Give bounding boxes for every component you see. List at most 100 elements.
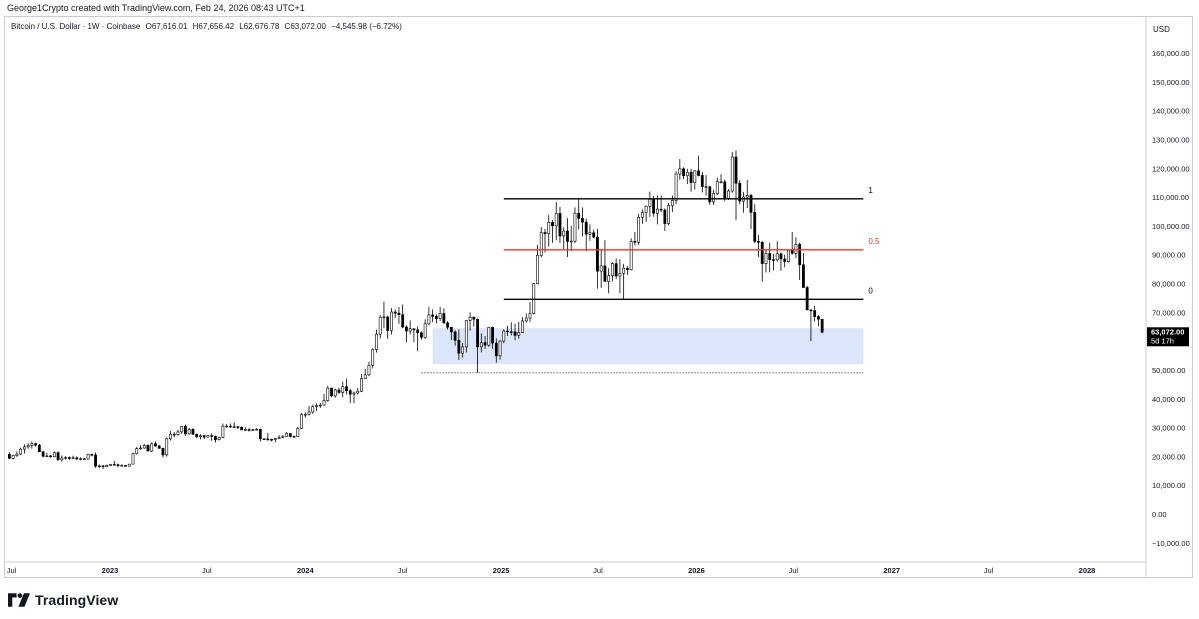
candle <box>378 315 382 339</box>
x-tick-label: Jul <box>7 566 17 575</box>
candle-body-up <box>333 389 337 397</box>
candle <box>34 442 38 447</box>
candle <box>240 426 244 431</box>
legend-symbol: Bitcoin / U.S. Dollar · 1W · Coinbase <box>11 22 141 31</box>
candle <box>375 329 378 353</box>
candle <box>363 368 367 379</box>
candle <box>292 435 296 438</box>
candle-body-down <box>154 443 157 447</box>
candle <box>258 428 262 442</box>
candle <box>446 321 450 330</box>
candle <box>708 186 712 205</box>
candle-body-down <box>453 331 457 341</box>
candle <box>131 452 135 465</box>
candle <box>75 456 79 461</box>
candle-body-down <box>161 448 165 456</box>
candle <box>191 428 195 436</box>
candle <box>341 381 345 398</box>
candle <box>322 393 326 406</box>
candle-body-up <box>303 414 307 416</box>
candle <box>734 150 738 221</box>
candle-body-up <box>622 267 626 274</box>
candle <box>161 447 165 458</box>
candle-body-up <box>715 181 719 194</box>
candle <box>303 412 307 418</box>
candle-body-up <box>322 400 326 406</box>
candle <box>532 282 536 315</box>
candle-body-up <box>637 216 641 243</box>
candle <box>169 431 172 441</box>
candle <box>262 438 266 440</box>
candle <box>468 312 472 331</box>
candle <box>296 426 300 437</box>
candle <box>311 404 315 414</box>
candle-body-up <box>727 190 730 199</box>
candle <box>554 201 558 241</box>
candle-body-up <box>367 365 371 376</box>
candle-body-up <box>180 426 184 433</box>
candle <box>195 433 199 438</box>
candle-body-down <box>513 331 517 336</box>
candle-body-down <box>689 171 693 183</box>
candle-body-down <box>434 316 438 319</box>
candle-body-down <box>708 186 712 203</box>
candle <box>498 339 502 360</box>
candle-body-up <box>19 448 23 455</box>
candle-body-down <box>288 433 292 437</box>
candle-body-up <box>674 173 678 201</box>
candle <box>112 460 116 466</box>
candle <box>139 445 142 450</box>
candle <box>768 242 772 273</box>
candle <box>592 229 596 239</box>
candle-body-up <box>360 378 363 392</box>
candle <box>479 333 483 353</box>
candle <box>760 240 764 282</box>
candle-body-up <box>573 212 577 242</box>
candle <box>783 254 787 268</box>
price-tag-bg <box>1147 327 1189 347</box>
candle-body-up <box>86 454 90 460</box>
candle-body-down <box>820 318 824 333</box>
candle-body-down <box>56 452 60 461</box>
candle <box>464 320 468 353</box>
candle-body-up <box>52 452 56 458</box>
tradingview-brand[interactable]: TradingView <box>8 592 118 608</box>
candle-body-up <box>150 443 154 452</box>
candle <box>457 329 461 360</box>
candle <box>543 229 547 253</box>
candle-body-up <box>232 426 236 428</box>
y-tick-label: 30,000.00 <box>1152 424 1185 433</box>
candle <box>521 317 524 333</box>
candle-body-down <box>472 316 476 320</box>
candle-body-up <box>139 447 142 450</box>
candle <box>640 209 644 224</box>
candle-body-up <box>273 438 277 440</box>
candle <box>805 285 809 311</box>
candle-body-down <box>509 331 513 333</box>
candle-body-down <box>738 182 742 202</box>
candle <box>15 451 19 457</box>
candle-body-down <box>603 265 607 282</box>
candle-body-up <box>281 436 285 438</box>
candle-body-up <box>629 241 633 270</box>
candle-body-down <box>348 390 352 395</box>
candle-body-up <box>461 346 464 354</box>
candle <box>577 198 581 230</box>
candle <box>157 444 161 449</box>
candle <box>547 215 551 247</box>
candle <box>390 307 393 335</box>
candle-body-up <box>71 457 75 459</box>
candle-body-down <box>157 445 161 449</box>
candle <box>199 434 202 440</box>
candle-body-down <box>734 156 738 184</box>
candle <box>150 442 154 453</box>
candle <box>614 258 618 280</box>
candle <box>817 315 820 327</box>
candle-body-up <box>704 186 708 188</box>
y-tick-label: 40,000.00 <box>1152 395 1185 404</box>
y-tick-label: 100,000.00 <box>1152 222 1190 231</box>
candle <box>483 335 487 349</box>
candle-body-up <box>528 313 532 319</box>
x-tick-label: Jul <box>398 566 408 575</box>
